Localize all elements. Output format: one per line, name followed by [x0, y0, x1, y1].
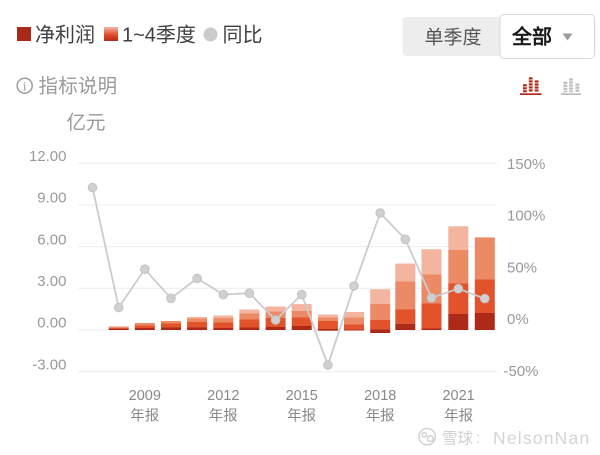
svg-text:单季度: 单季度 — [424, 27, 481, 49]
svg-text:150%: 150% — [507, 156, 545, 173]
svg-text:2015: 2015 — [286, 388, 318, 404]
svg-text:2018: 2018 — [364, 388, 396, 404]
svg-text:9.00: 9.00 — [37, 190, 66, 207]
svg-text:净利润: 净利润 — [35, 24, 95, 47]
svg-text:年报: 年报 — [130, 408, 159, 425]
svg-text:雪球: 雪球 — [442, 430, 474, 448]
svg-text:-50%: -50% — [504, 363, 539, 380]
svg-text:-3.00: -3.00 — [32, 356, 66, 373]
svg-text:NelsonNan: NelsonNan — [493, 428, 590, 448]
svg-text:0%: 0% — [507, 311, 529, 328]
svg-text:2012: 2012 — [207, 388, 239, 404]
svg-text:年报: 年报 — [209, 408, 238, 425]
svg-text::: : — [476, 430, 480, 447]
svg-text:年报: 年报 — [287, 408, 316, 425]
svg-text:i: i — [23, 79, 27, 94]
svg-text:年报: 年报 — [366, 408, 395, 425]
svg-text:6.00: 6.00 — [37, 231, 66, 248]
svg-text:1~4季度: 1~4季度 — [122, 24, 196, 47]
svg-text:50%: 50% — [507, 259, 537, 276]
svg-text:2021: 2021 — [442, 388, 474, 404]
svg-text:同比: 同比 — [223, 24, 263, 47]
svg-text:3.00: 3.00 — [37, 273, 66, 290]
svg-text:全部: 全部 — [511, 25, 552, 49]
svg-text:年报: 年报 — [444, 408, 473, 425]
svg-text:亿元: 亿元 — [67, 112, 106, 134]
svg-text:100%: 100% — [507, 208, 545, 225]
svg-text:指标说明: 指标说明 — [39, 76, 118, 98]
svg-text:0.00: 0.00 — [37, 315, 66, 332]
svg-text:2009: 2009 — [129, 388, 161, 404]
svg-text:12.00: 12.00 — [29, 148, 67, 165]
